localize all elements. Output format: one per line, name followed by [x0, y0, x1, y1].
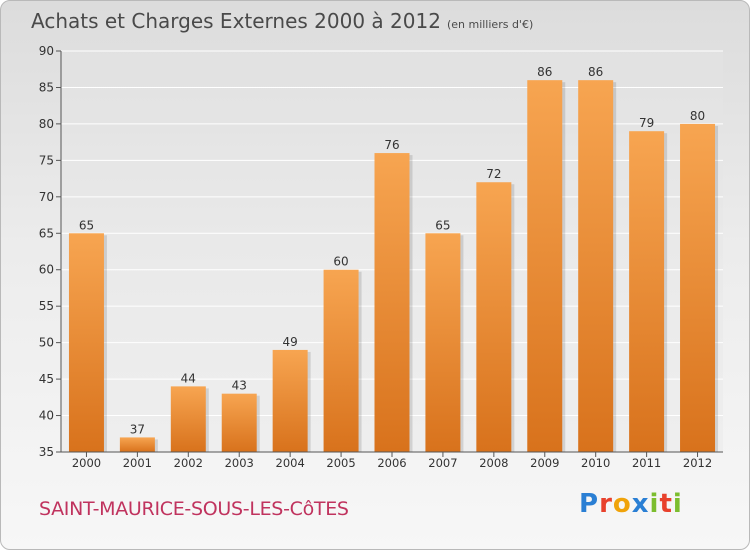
- proxiti-logo: Proxiti: [579, 489, 683, 519]
- y-tick-label: 35: [39, 445, 54, 459]
- data-label: 65: [79, 218, 94, 232]
- logo-letter: x: [631, 489, 650, 519]
- axes: 35 40 45 50 55 60 65 70 75 80 85 90 2000 2001 2002 2003…: [39, 44, 723, 470]
- logo-letter: r: [599, 489, 613, 519]
- bar-shadow: [307, 351, 311, 452]
- data-label: 72: [486, 167, 501, 181]
- y-tick-label: 40: [39, 409, 54, 423]
- data-label: 86: [537, 65, 552, 79]
- bar-shadow: [715, 125, 719, 452]
- x-tick-label: 2008: [479, 456, 508, 470]
- bar-2004: [272, 349, 308, 452]
- x-tick-label: 2007: [428, 456, 457, 470]
- bar-shadow: [460, 235, 464, 452]
- y-tick-label: 75: [39, 153, 54, 167]
- x-tick-label: 2006: [377, 456, 406, 470]
- bar-2006: [374, 153, 410, 452]
- x-tick-label: 2012: [683, 456, 712, 470]
- x-tick-label: 2009: [530, 456, 559, 470]
- bars: 65 37 44 43 49 60 76 65 72 86 86 79 80: [68, 65, 719, 452]
- x-tick-label: 2000: [72, 456, 101, 470]
- data-label: 86: [588, 65, 603, 79]
- y-tick-label: 85: [39, 80, 54, 94]
- bar-shadow: [103, 235, 107, 452]
- data-label: 65: [435, 218, 450, 232]
- y-tick-label: 90: [39, 44, 54, 58]
- bar-shadow: [409, 155, 413, 452]
- data-label: 80: [690, 109, 705, 123]
- y-tick-label: 50: [39, 336, 54, 350]
- bar-2009: [527, 80, 563, 452]
- bar-2003: [221, 393, 257, 452]
- bar-shadow: [154, 439, 158, 452]
- data-label: 60: [333, 255, 348, 269]
- chart-title-block: Achats et Charges Externes 2000 à 2012 (e…: [31, 9, 533, 33]
- x-tick-label: 2011: [632, 456, 661, 470]
- data-label: 79: [639, 116, 654, 130]
- data-label: 37: [130, 422, 145, 436]
- y-tick-label: 65: [39, 226, 54, 240]
- bar-shadow: [358, 271, 362, 452]
- bar-2010: [578, 80, 614, 452]
- logo-letter: i: [672, 489, 683, 519]
- chart-subtitle: (en milliers d'€): [446, 18, 534, 31]
- bar-shadow: [664, 133, 668, 452]
- x-tick-label: 2002: [174, 456, 203, 470]
- logo-letter: o: [612, 489, 632, 519]
- data-label: 49: [283, 335, 298, 349]
- bar-2008: [476, 182, 512, 452]
- logo-letter: P: [579, 489, 600, 519]
- data-label: 44: [181, 371, 196, 385]
- logo-letter: t: [659, 489, 673, 519]
- y-tick-label: 45: [39, 372, 54, 386]
- bar-2011: [629, 131, 665, 452]
- y-tick-label: 80: [39, 117, 54, 131]
- logo-letter: i: [649, 489, 660, 519]
- bar-2007: [425, 233, 461, 452]
- bar-shadow: [256, 395, 260, 452]
- x-tick-label: 2010: [581, 456, 610, 470]
- x-tick-label: 2001: [123, 456, 152, 470]
- bar-2001: [119, 437, 155, 452]
- bar-shadow: [511, 184, 515, 452]
- y-tick-label: 60: [39, 263, 54, 277]
- chart-title: Achats et Charges Externes 2000 à 2012: [31, 9, 441, 33]
- commune-name: SAINT-MAURICE-SOUS-LES-CôTES: [39, 498, 349, 520]
- bar-shadow: [613, 82, 617, 452]
- bar-2005: [323, 269, 359, 452]
- x-tick-label: 2005: [326, 456, 355, 470]
- y-tick-label: 70: [39, 190, 54, 204]
- x-tick-label: 2004: [276, 456, 305, 470]
- y-tick-label: 55: [39, 299, 54, 313]
- bar-2002: [170, 386, 206, 452]
- bar-shadow: [205, 388, 209, 452]
- bar-shadow: [562, 82, 566, 452]
- data-label: 43: [232, 379, 247, 393]
- x-tick-label: 2003: [225, 456, 254, 470]
- data-label: 76: [384, 138, 399, 152]
- bar-2000: [68, 233, 104, 452]
- bar-2012: [680, 123, 716, 452]
